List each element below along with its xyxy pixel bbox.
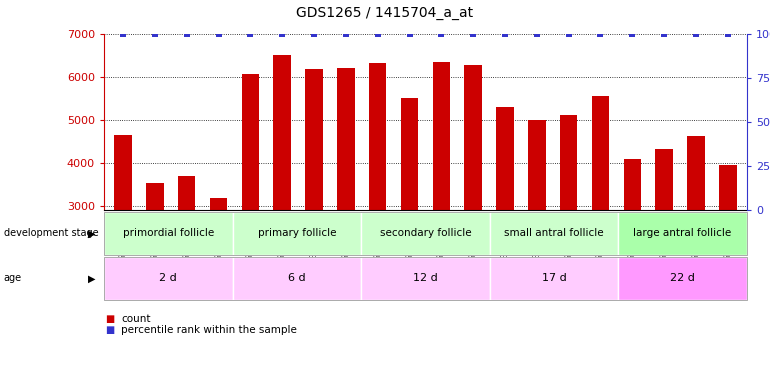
Text: 22 d: 22 d (670, 273, 695, 284)
Text: ▶: ▶ (88, 273, 95, 284)
Bar (560, 115, 578, 334)
Point (626, 31, 638, 37)
Text: 6 d: 6 d (288, 273, 306, 284)
Bar (400, 98, 418, 334)
Point (690, 31, 702, 37)
Bar (114, 135, 132, 334)
Text: large antral follicle: large antral follicle (634, 228, 731, 238)
Bar (242, 74, 259, 334)
Text: secondary follicle: secondary follicle (380, 228, 471, 238)
Text: primordial follicle: primordial follicle (122, 228, 214, 238)
Point (721, 31, 734, 37)
Bar (719, 165, 737, 334)
Point (371, 31, 383, 37)
Point (594, 31, 607, 37)
Bar (146, 183, 164, 334)
Point (213, 31, 225, 37)
Text: GDS1265 / 1415704_a_at: GDS1265 / 1415704_a_at (296, 6, 474, 20)
Point (435, 31, 447, 37)
Point (180, 31, 192, 37)
Point (531, 31, 543, 37)
Point (340, 31, 352, 37)
Text: development stage: development stage (4, 228, 99, 238)
Bar (178, 176, 196, 334)
Bar (528, 120, 546, 334)
Text: primary follicle: primary follicle (258, 228, 336, 238)
Text: ■: ■ (105, 314, 115, 324)
Point (276, 31, 288, 37)
Point (117, 31, 129, 37)
Text: 2 d: 2 d (159, 273, 177, 284)
Bar (464, 65, 482, 334)
Text: ▶: ▶ (88, 228, 95, 238)
Bar (591, 96, 609, 334)
Point (563, 31, 575, 37)
Point (403, 31, 416, 37)
Bar (433, 62, 450, 334)
Bar (273, 55, 291, 334)
Point (308, 31, 320, 37)
Bar (624, 159, 641, 334)
Text: 17 d: 17 d (541, 273, 567, 284)
Point (499, 31, 511, 37)
Bar (305, 69, 323, 334)
Text: count: count (121, 314, 150, 324)
Text: ■: ■ (105, 325, 115, 335)
Point (658, 31, 671, 37)
Text: age: age (4, 273, 22, 284)
Text: percentile rank within the sample: percentile rank within the sample (121, 325, 296, 335)
Bar (687, 136, 705, 334)
Bar (655, 148, 673, 334)
Point (149, 31, 161, 37)
Bar (337, 68, 355, 334)
Bar (209, 198, 227, 334)
Text: small antral follicle: small antral follicle (504, 228, 604, 238)
Text: 12 d: 12 d (413, 273, 438, 284)
Point (467, 31, 480, 37)
Bar (496, 107, 514, 334)
Point (244, 31, 256, 37)
Bar (369, 63, 387, 334)
